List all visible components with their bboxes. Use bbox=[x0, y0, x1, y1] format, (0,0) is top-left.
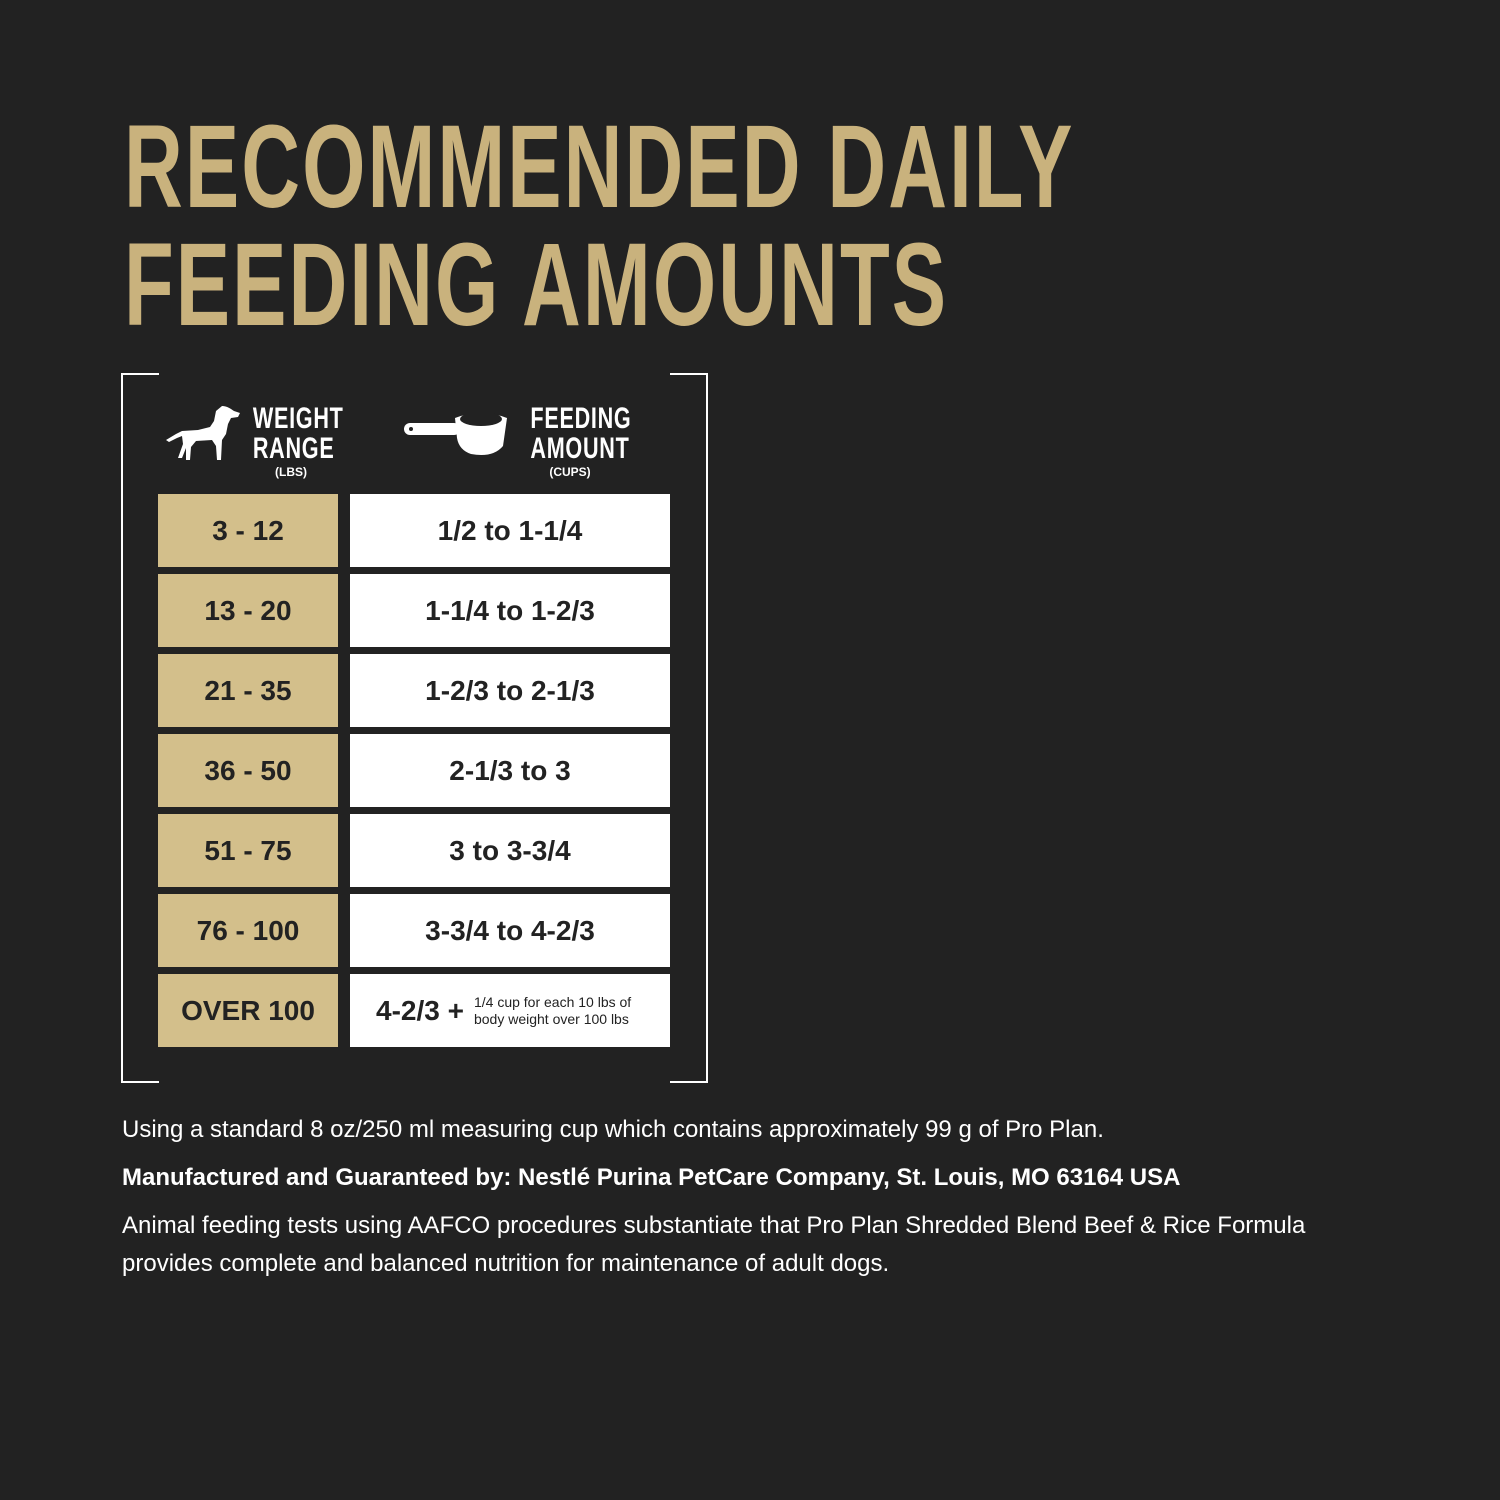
amount-cell: 1-2/3 to 2-1/3 bbox=[350, 654, 670, 727]
amount-cell: 3 to 3-3/4 bbox=[350, 814, 670, 887]
left-bracket bbox=[121, 373, 159, 1083]
measuring-cup-icon bbox=[404, 412, 507, 455]
amount-cell: 1-1/4 to 1-2/3 bbox=[350, 574, 670, 647]
feeding-header-line1: FEEDING bbox=[530, 402, 632, 435]
feeding-header: FEEDING AMOUNT (CUPS) bbox=[515, 402, 632, 479]
amount-cell: 1/2 to 1-1/4 bbox=[350, 494, 670, 567]
weight-header-line1: WEIGHT bbox=[252, 402, 344, 435]
right-bracket bbox=[670, 373, 708, 1083]
weight-cell: 51 - 75 bbox=[158, 814, 338, 887]
weight-cell: 76 - 100 bbox=[158, 894, 338, 967]
amount-cell: 4-2/3 + 1/4 cup for each 10 lbs of body w… bbox=[350, 974, 670, 1047]
amount-value: 4-2/3 + bbox=[376, 994, 464, 1026]
footnote-manufacturer: Manufactured and Guaranteed by: Nestlé P… bbox=[122, 1164, 1181, 1191]
weight-unit: (LBS) bbox=[275, 465, 307, 479]
weight-header-line2: RANGE bbox=[252, 432, 335, 465]
weight-header: WEIGHT RANGE (LBS) bbox=[238, 402, 344, 479]
amount-cell: 3-3/4 to 4-2/3 bbox=[350, 894, 670, 967]
weight-cell: OVER 100 bbox=[158, 974, 338, 1047]
dog-icon bbox=[166, 406, 240, 460]
footnote-cup: Using a standard 8 oz/250 ml measuring c… bbox=[122, 1116, 1104, 1143]
weight-cell: 21 - 35 bbox=[158, 654, 338, 727]
feeding-unit: (CUPS) bbox=[549, 465, 591, 479]
feeding-header-line2: AMOUNT bbox=[530, 432, 630, 465]
amount-cell: 2-1/3 to 3 bbox=[350, 734, 670, 807]
page-title-line1: RECOMMENDED DAILY bbox=[124, 101, 1075, 233]
weight-cell: 13 - 20 bbox=[158, 574, 338, 647]
amount-note: 1/4 cup for each 10 lbs of body weight o… bbox=[473, 993, 632, 1027]
page-title-line2: FEEDING AMOUNTS bbox=[124, 219, 949, 351]
footnote-aafco: Animal feeding tests using AAFCO procedu… bbox=[122, 1212, 1306, 1277]
weight-cell: 36 - 50 bbox=[158, 734, 338, 807]
weight-cell: 3 - 12 bbox=[158, 494, 338, 567]
